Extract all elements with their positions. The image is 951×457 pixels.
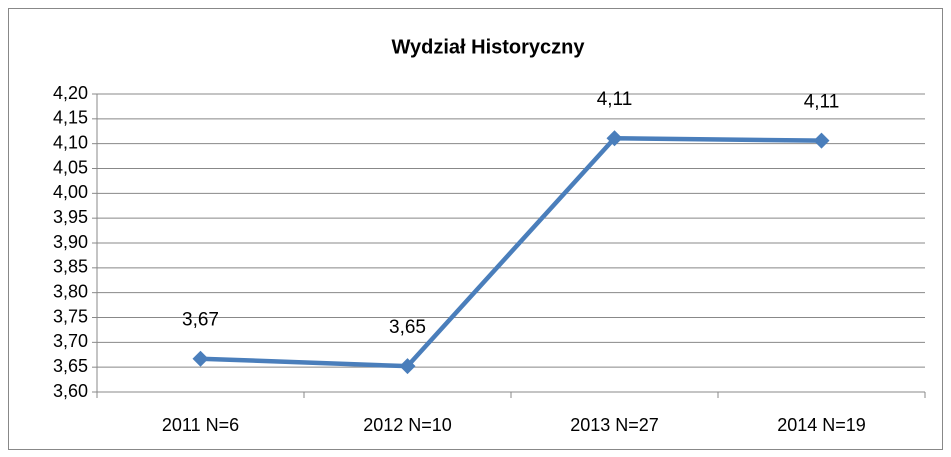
data-label: 4,11	[804, 92, 840, 113]
y-tick-label: 4,00	[53, 182, 88, 202]
y-tick-label: 4,15	[53, 108, 88, 128]
x-tick-label: 2011 N=6	[162, 415, 239, 435]
data-label: 3,65	[389, 317, 426, 338]
y-tick-label: 4,20	[53, 83, 88, 103]
chart-title: Wydział Historyczny	[391, 36, 585, 58]
y-tick-label: 3,95	[53, 207, 88, 227]
marker	[606, 130, 623, 147]
marker	[813, 132, 830, 149]
y-tick-label: 4,10	[53, 132, 88, 152]
y-tick-label: 3,65	[53, 356, 88, 376]
chart-frame	[8, 8, 943, 450]
y-tick-label: 3,70	[53, 331, 88, 351]
y-tick-label: 3,75	[53, 306, 88, 326]
marker	[399, 358, 416, 375]
x-tick-label: 2012 N=10	[363, 415, 452, 435]
series-line	[200, 135, 822, 369]
y-tick-label: 3,90	[53, 232, 88, 252]
x-tick-label: 2013 N=27	[570, 415, 659, 435]
y-tick-label: 4,05	[53, 157, 88, 177]
y-tick-label: 3,80	[53, 281, 88, 301]
data-label: 3,67	[182, 310, 219, 331]
data-label: 4,11	[597, 89, 633, 110]
y-tick-label: 3,85	[53, 257, 88, 277]
x-tick-label: 2014 N=19	[777, 415, 866, 435]
y-tick-label: 3,60	[53, 381, 88, 401]
marker	[192, 350, 209, 367]
